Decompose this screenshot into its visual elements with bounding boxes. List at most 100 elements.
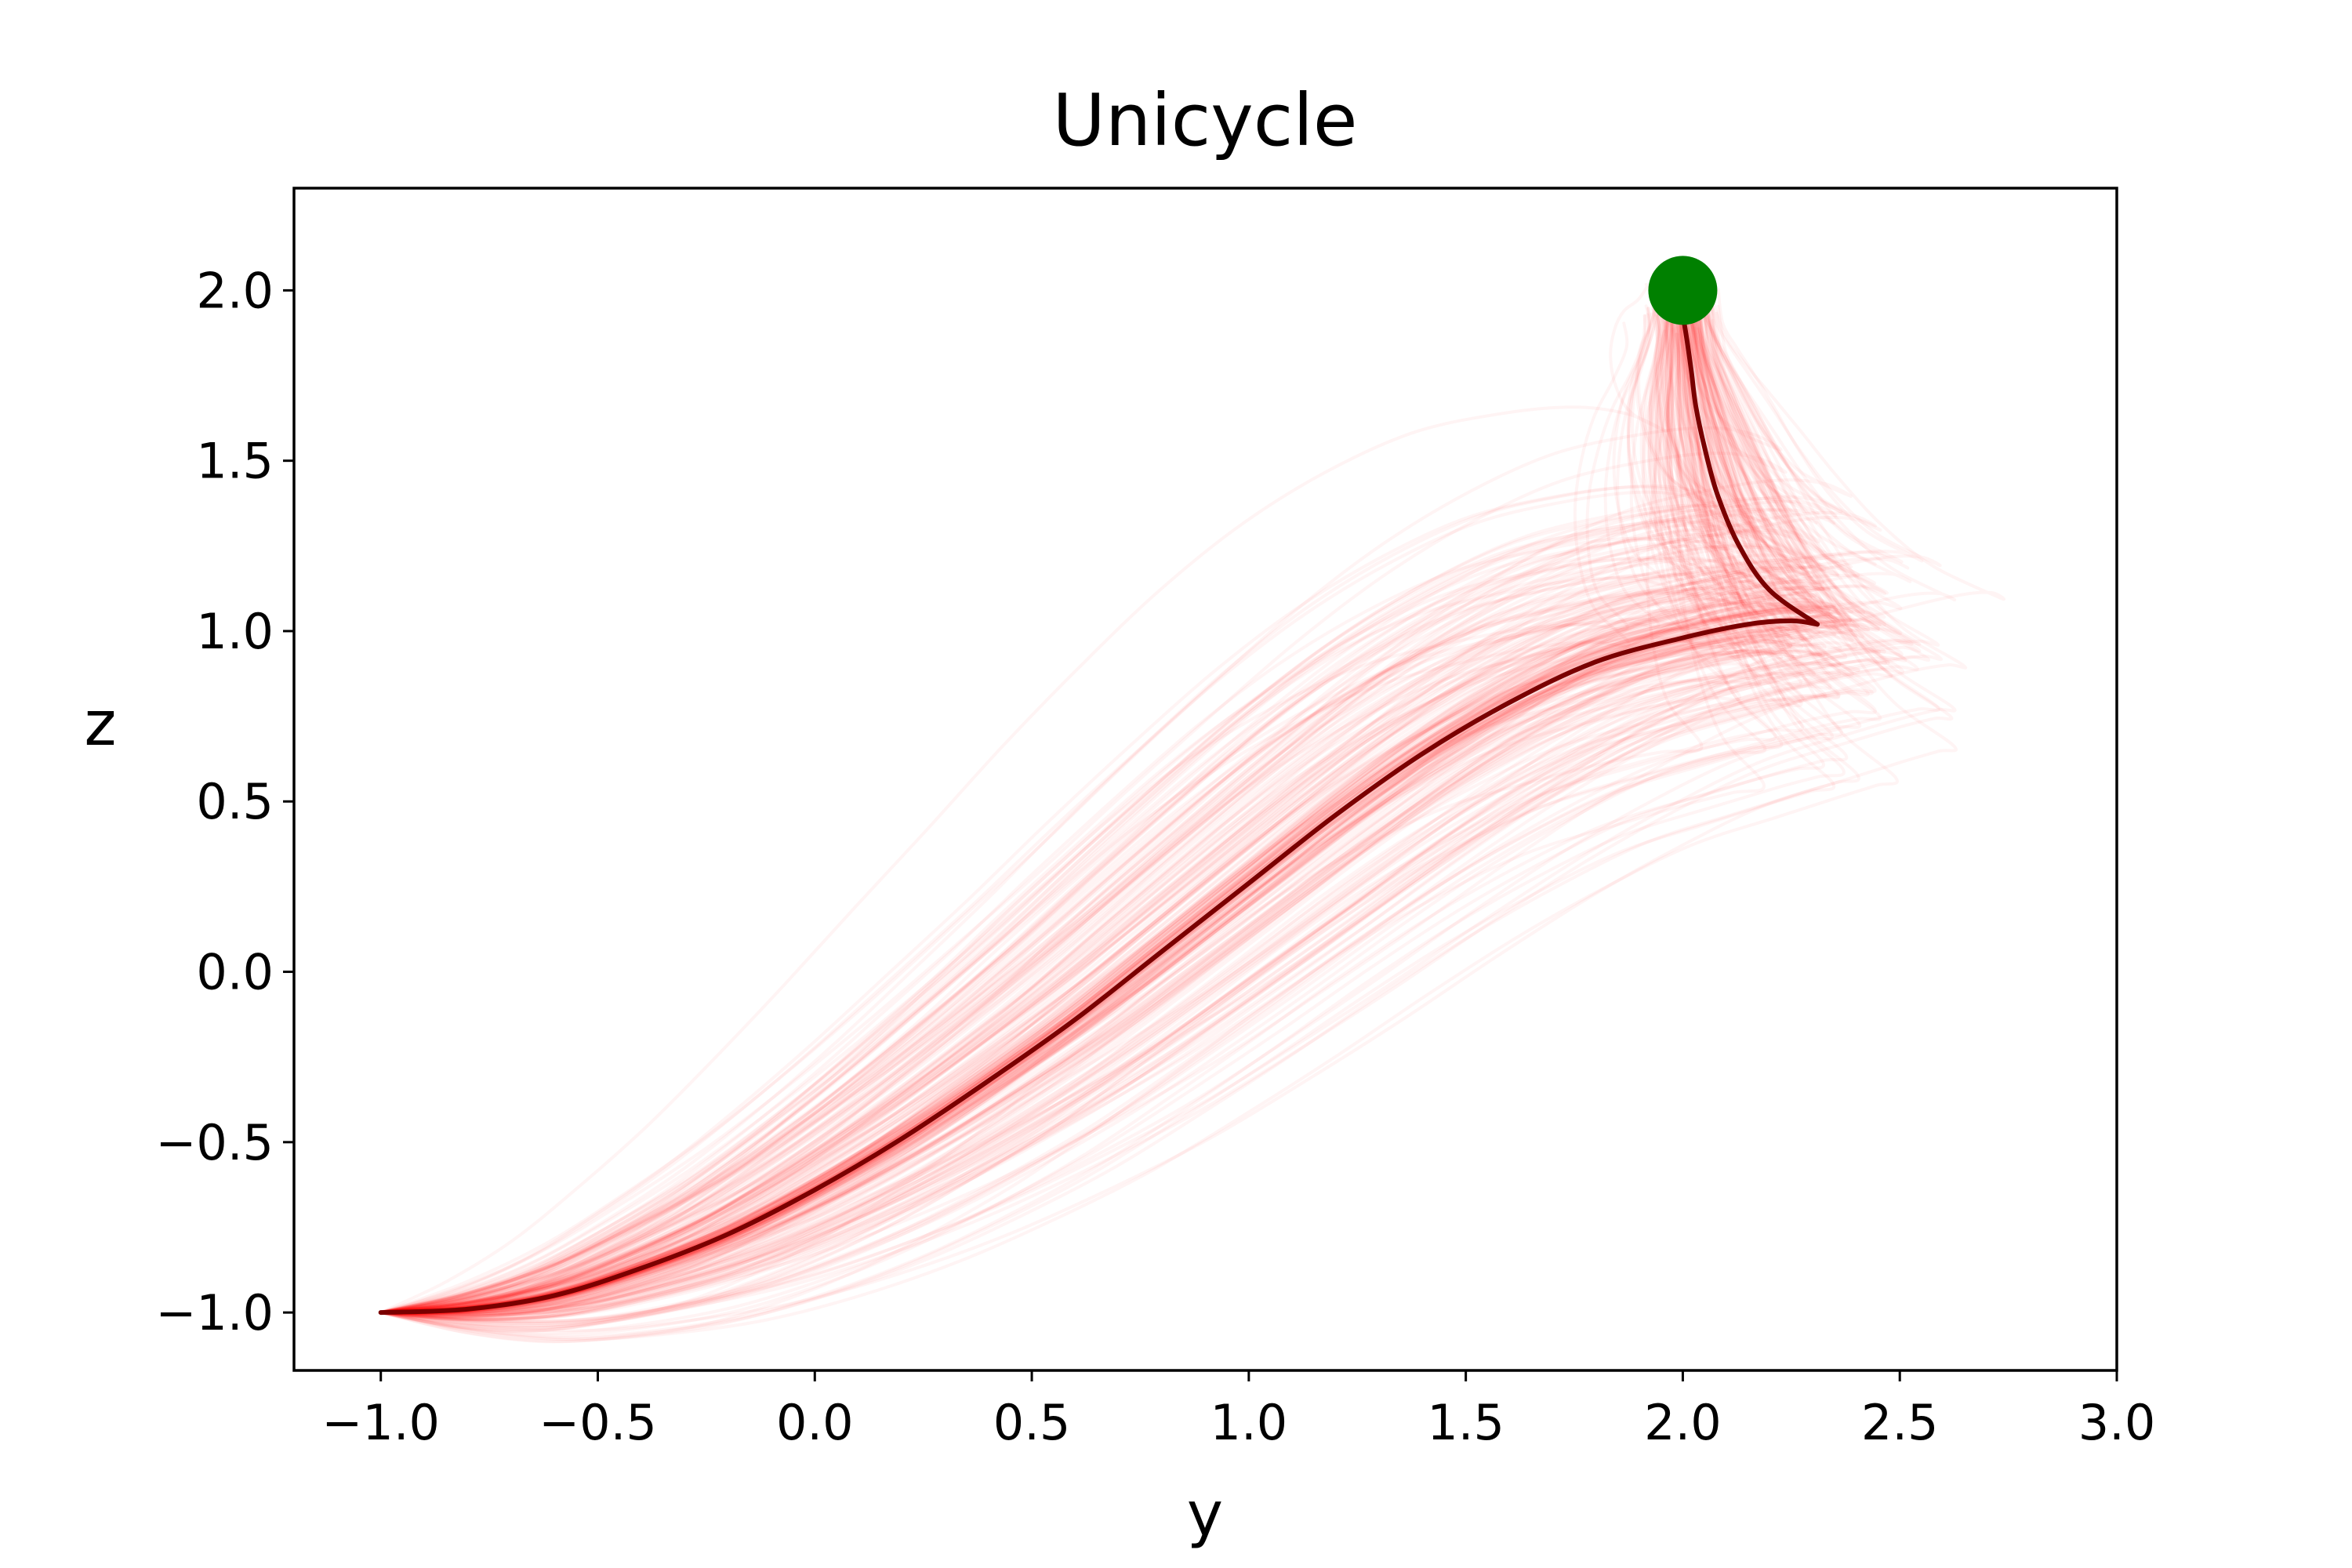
sampled-trajectory (379, 314, 1716, 1315)
sampled-trajectory (379, 302, 1772, 1315)
sampled-trajectory (379, 303, 1803, 1315)
sampled-trajectory (379, 304, 1882, 1315)
sampled-trajectory (379, 314, 1878, 1324)
sampled-trajectory (379, 302, 1747, 1315)
sampled-trajectory-core (379, 661, 1860, 1315)
sampled-trajectory (379, 292, 1778, 1315)
sampled-trajectory (379, 327, 1849, 1335)
y-tick-label: 1.0 (196, 603, 274, 660)
sampled-trajectory (379, 320, 1843, 1329)
sampled-trajectory-core (379, 601, 1822, 1315)
x-axis-ticks: −1.0 −0.5 0.0 0.5 1.0 1.5 2.0 2.5 3.0 (321, 1370, 2155, 1451)
sampled-trajectory (379, 307, 1930, 1316)
sampled-trajectory (379, 295, 1768, 1315)
sampled-trajectory (379, 295, 2006, 1315)
sampled-trajectory (379, 316, 1758, 1319)
sampled-trajectory (379, 316, 1882, 1326)
sampled-trajectory (379, 289, 1727, 1315)
sampled-trajectory (379, 318, 1841, 1322)
sampled-trajectory (379, 292, 1782, 1315)
sampled-trajectory (379, 292, 1808, 1315)
sampled-trajectory (379, 306, 1919, 1317)
y-tick-label: −0.5 (155, 1114, 274, 1171)
sampled-trajectory (379, 309, 1888, 1316)
sampled-trajectory (379, 307, 1716, 1315)
sampled-trajectory (379, 290, 1838, 1315)
x-tick-label: 2.0 (1644, 1394, 1722, 1451)
sampled-trajectory (379, 305, 1776, 1315)
sampled-trajectory-core (379, 579, 1824, 1315)
x-tick-label: 1.5 (1427, 1394, 1504, 1451)
sampled-trajectory (379, 298, 1889, 1315)
sampled-trajectory (379, 299, 1700, 1315)
sampled-trajectory (379, 318, 1958, 1333)
sampled-trajectory (379, 310, 1823, 1316)
sampled-trajectory (379, 304, 1828, 1315)
plot-area (378, 280, 2006, 1344)
sampled-trajectory (379, 307, 1779, 1315)
sampled-trajectory (379, 296, 1860, 1315)
x-axis-label: y (1187, 1479, 1223, 1550)
sampled-trajectory (379, 321, 1631, 1315)
sampled-trajectory-core (379, 593, 1813, 1315)
sampled-trajectory (379, 314, 1661, 1315)
sampled-trajectory (379, 329, 1767, 1333)
sampled-trajectory (379, 316, 1832, 1320)
sampled-trajectory (379, 293, 1718, 1315)
sampled-trajectory (379, 302, 1767, 1315)
y-tick-label: 2.0 (196, 262, 274, 319)
sampled-trajectory-core (379, 597, 1798, 1315)
sampled-trajectory (379, 299, 1854, 1315)
sampled-trajectory (379, 326, 1825, 1338)
sampled-trajectory (379, 297, 1755, 1315)
sampled-trajectory (379, 307, 1700, 1315)
sampled-trajectory (379, 318, 1762, 1319)
sampled-trajectory (379, 326, 1784, 1332)
x-tick-label: −0.5 (539, 1394, 657, 1451)
sampled-trajectory (379, 307, 1748, 1315)
sampled-trajectory (379, 307, 1671, 1315)
sampled-trajectory (379, 321, 1741, 1322)
sampled-trajectory (379, 309, 1795, 1315)
sampled-trajectory (379, 297, 1729, 1315)
sampled-trajectory (379, 306, 1922, 1315)
sampled-trajectory (379, 323, 1834, 1330)
sampled-trajectory (379, 305, 1792, 1315)
sampled-trajectory (379, 299, 1766, 1315)
x-tick-label: 0.5 (993, 1394, 1071, 1451)
sampled-trajectory (379, 294, 1755, 1315)
mean-trajectory (378, 311, 1820, 1316)
sampled-trajectory (379, 312, 1854, 1318)
sampled-trajectory (379, 311, 1940, 1323)
sampled-trajectory (379, 306, 1943, 1316)
sampled-trajectory (379, 313, 1680, 1315)
x-tick-label: 1.0 (1210, 1394, 1288, 1451)
sampled-trajectory (379, 281, 1853, 1315)
y-tick-label: 0.5 (196, 773, 274, 830)
sampled-trajectory (379, 294, 1758, 1315)
sampled-trajectory (379, 315, 1841, 1321)
sampled-trajectory (379, 312, 1735, 1315)
sampled-trajectory (379, 307, 1842, 1315)
sampled-trajectory-core (379, 649, 1829, 1315)
sampled-trajectory (379, 288, 1882, 1315)
sampled-trajectory (379, 320, 1804, 1328)
sampled-trajectory (379, 305, 1860, 1315)
sampled-trajectory (379, 303, 1756, 1315)
sampled-trajectory (379, 302, 1886, 1315)
sampled-trajectory-core (379, 601, 1809, 1315)
sampled-trajectory (379, 303, 1940, 1315)
sampled-trajectory (379, 318, 1803, 1323)
sampled-trajectory (379, 307, 1858, 1315)
sampled-trajectory (379, 314, 1802, 1319)
sampled-trajectory (379, 303, 1716, 1315)
sampled-trajectory (379, 327, 1704, 1333)
sampled-trajectory (379, 297, 1957, 1315)
sampled-trajectory (379, 303, 1841, 1315)
sampled-trajectory (379, 282, 1668, 1315)
sampled-trajectory (379, 307, 1864, 1315)
sampled-trajectory (379, 300, 1751, 1315)
sampled-trajectory (379, 280, 1783, 1315)
sampled-trajectory-core (379, 586, 1824, 1315)
